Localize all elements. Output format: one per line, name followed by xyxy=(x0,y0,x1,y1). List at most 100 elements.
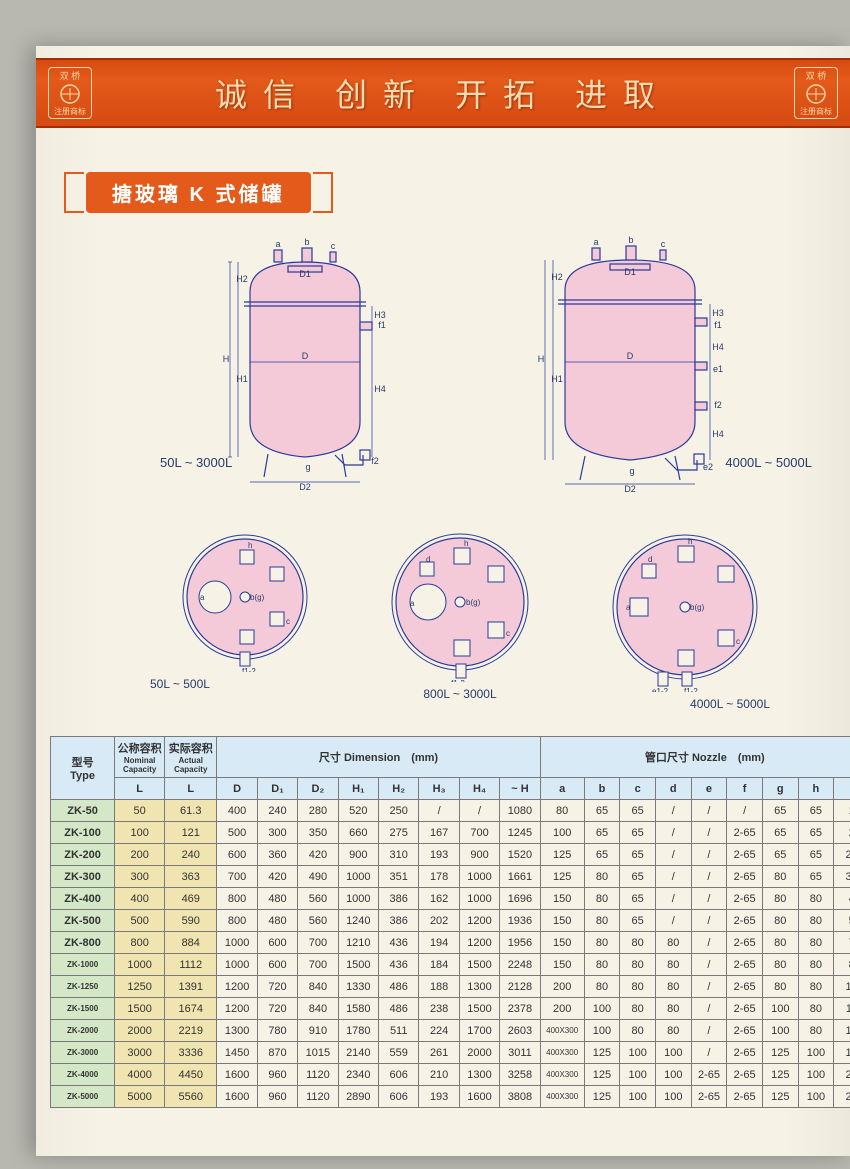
cell: 480 xyxy=(257,910,297,932)
svg-text:H3: H3 xyxy=(374,310,386,320)
cell: / xyxy=(691,844,727,866)
cell: 10 xyxy=(834,976,850,998)
cell: 194 xyxy=(419,932,459,954)
cell: 162 xyxy=(419,888,459,910)
cell: 11 xyxy=(834,998,850,1020)
cell: 100 xyxy=(798,1086,834,1108)
cell: 2-65 xyxy=(727,1064,763,1086)
cell: 2248 xyxy=(500,954,540,976)
svg-text:H2: H2 xyxy=(236,274,248,284)
cell: 200 xyxy=(540,976,584,998)
cell: 400X300 xyxy=(540,1042,584,1064)
cell: 2890 xyxy=(338,1086,378,1108)
col-dim: ~ H xyxy=(500,778,540,800)
svg-text:e1-2: e1-2 xyxy=(652,687,669,692)
cell: / xyxy=(691,954,727,976)
cell: 80 xyxy=(798,932,834,954)
cell: 2340 xyxy=(338,1064,378,1086)
cell: 800 xyxy=(217,888,257,910)
cell: 200 xyxy=(115,844,165,866)
cell: 400X300 xyxy=(540,1086,584,1108)
cell: 3336 xyxy=(165,1042,217,1064)
brand-logo-right: 双 桥 注册商标 xyxy=(794,67,838,119)
cell: 1200 xyxy=(217,998,257,1020)
svg-text:h: h xyxy=(688,537,692,546)
cell: 884 xyxy=(165,932,217,954)
table-row: ZK-5000500055601600960112028906061931600… xyxy=(51,1086,850,1108)
svg-text:c: c xyxy=(331,241,336,251)
cell: / xyxy=(691,932,727,954)
cell: 2-65 xyxy=(727,866,763,888)
cell: 1674 xyxy=(165,998,217,1020)
cell: 280 xyxy=(298,800,338,822)
cell: 150 xyxy=(540,954,584,976)
cell: 606 xyxy=(379,1064,419,1086)
spec-table-wrap: 型号 Type 公称容积Nominal Capacity 实际容积Actual … xyxy=(50,736,850,1108)
cell: 350 xyxy=(298,822,338,844)
cell: 150 xyxy=(540,932,584,954)
cell: 100 xyxy=(655,1042,691,1064)
cell: 2-65 xyxy=(727,822,763,844)
col-noz: f xyxy=(727,778,763,800)
svg-text:f1: f1 xyxy=(714,320,722,330)
col-noz: d xyxy=(655,778,691,800)
cell: 65 xyxy=(620,822,656,844)
vessel-side-large: abc D1D HH1H2 H3f1 H4e1 f2 H4 e2g D2 400… xyxy=(510,232,750,492)
cell: 261 xyxy=(419,1042,459,1064)
cell: 210 xyxy=(419,1064,459,1086)
cell: 125 xyxy=(762,1064,798,1086)
cell: 2378 xyxy=(500,998,540,1020)
cell: 1200 xyxy=(217,976,257,998)
cell: 1500 xyxy=(459,954,499,976)
cell: 80 xyxy=(798,910,834,932)
cell: 80 xyxy=(620,976,656,998)
cell: 1300 xyxy=(459,1064,499,1086)
cell: ZK-800 xyxy=(51,932,115,954)
cell: 80 xyxy=(620,932,656,954)
cell: 65 xyxy=(762,844,798,866)
cell: 19 xyxy=(834,1042,850,1064)
svg-text:H4: H4 xyxy=(374,384,386,394)
cell: 486 xyxy=(379,976,419,998)
svg-text:e2: e2 xyxy=(703,462,713,472)
svg-text:f1-2: f1-2 xyxy=(684,687,698,692)
svg-text:c: c xyxy=(736,637,740,646)
cell: 400X300 xyxy=(540,1020,584,1042)
cell: / xyxy=(691,1020,727,1042)
cell: 80 xyxy=(655,998,691,1020)
cell: 720 xyxy=(257,976,297,998)
cell: 65 xyxy=(584,800,620,822)
cell: 2-65 xyxy=(727,1042,763,1064)
cell: 1450 xyxy=(217,1042,257,1064)
cell: / xyxy=(655,888,691,910)
cell: 188 xyxy=(419,976,459,998)
cell: ZK-1000 xyxy=(51,954,115,976)
col-noz: h xyxy=(798,778,834,800)
cell: 80 xyxy=(655,932,691,954)
table-row: ZK-8008008841000600700121043619412001956… xyxy=(51,932,850,954)
cell: 490 xyxy=(298,866,338,888)
cell: 50 xyxy=(115,800,165,822)
cell: 560 xyxy=(298,910,338,932)
cell: 1780 xyxy=(338,1020,378,1042)
cell: 420 xyxy=(298,844,338,866)
cell: / xyxy=(655,844,691,866)
cell: 3808 xyxy=(500,1086,540,1108)
cell: 351 xyxy=(379,866,419,888)
cell: 5 xyxy=(834,910,850,932)
cell: 1500 xyxy=(459,998,499,1020)
cell: 700 xyxy=(298,954,338,976)
svg-text:H4: H4 xyxy=(712,429,724,439)
col-actcap-unit: L xyxy=(165,778,217,800)
cell: 436 xyxy=(379,954,419,976)
table-row: ZK-1001001215003003506602751677001245100… xyxy=(51,822,850,844)
cell: / xyxy=(691,866,727,888)
cell: 1000 xyxy=(217,932,257,954)
cell: ZK-400 xyxy=(51,888,115,910)
cell: 250 xyxy=(379,800,419,822)
svg-text:b(g): b(g) xyxy=(690,603,705,612)
cell: 100 xyxy=(620,1042,656,1064)
col-dim: H₁ xyxy=(338,778,378,800)
cell: 300 xyxy=(257,822,297,844)
cell: 700 xyxy=(459,822,499,844)
